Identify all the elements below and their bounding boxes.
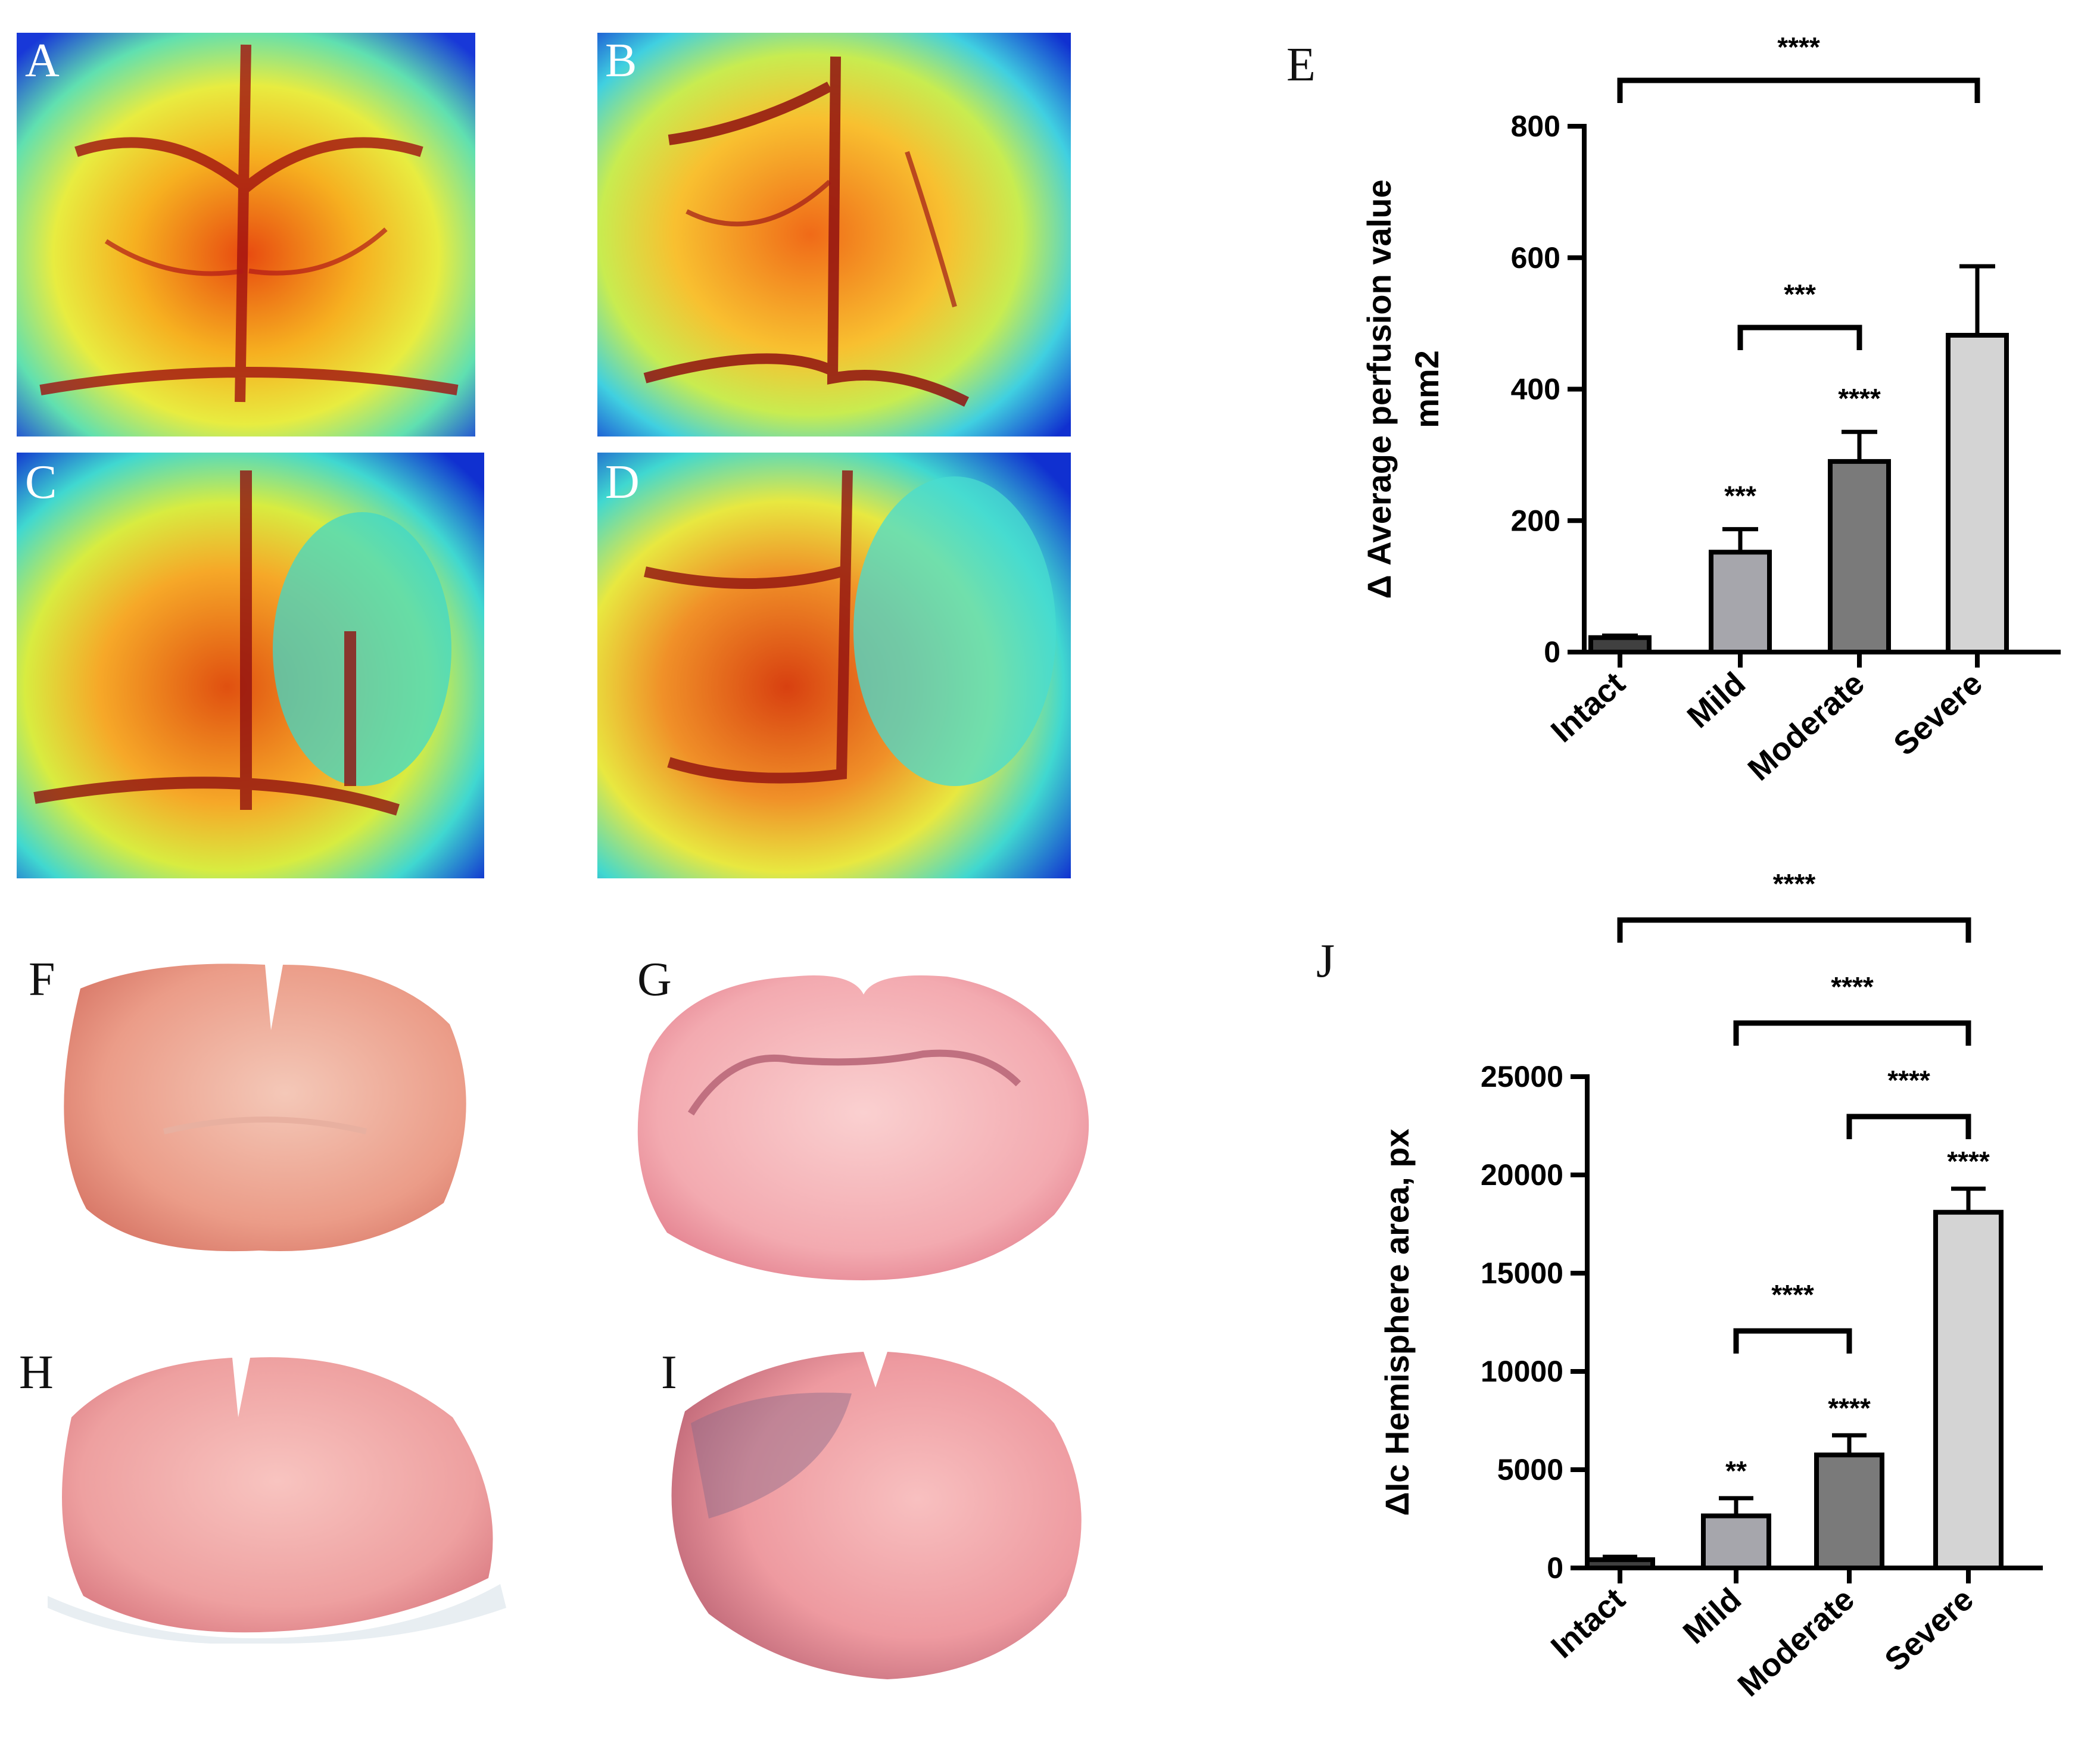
chart-e-ytick-label: 0 bbox=[1544, 635, 1560, 669]
brain-slice-h bbox=[48, 1357, 506, 1644]
chart-e-category-label: Intact bbox=[1544, 665, 1632, 749]
chart-j-bar-annotation: **** bbox=[1947, 1146, 1990, 1177]
chart-e-ylabel: Δ Average perfusion value bbox=[1360, 179, 1398, 598]
chart-j-comparison-bracket bbox=[1733, 1020, 1971, 1046]
chart-j-comparison-label: **** bbox=[1773, 868, 1816, 899]
chart-e-category-label: Severe bbox=[1887, 665, 1989, 762]
chart-e-category-label: Mild bbox=[1681, 665, 1752, 735]
chart-j: 0 5000 10000 15000 20000 25000 Intact ** Mild ***… bbox=[1378, 868, 2043, 1704]
chart-e-ylabel-2: mm2 bbox=[1408, 350, 1445, 428]
chart-j-bar-annotation: **** bbox=[1828, 1392, 1871, 1423]
panel-label-a: A bbox=[25, 35, 60, 87]
chart-j-comparison-label: **** bbox=[1831, 971, 1874, 1002]
chart-j-comparison-bracket bbox=[1733, 1328, 1852, 1354]
chart-j-bar-annotation: ** bbox=[1725, 1455, 1747, 1486]
panel-label-b: B bbox=[605, 35, 637, 87]
chart-j-category-label: Mild bbox=[1677, 1581, 1748, 1651]
chart-e-ytick-label: 400 bbox=[1511, 373, 1560, 406]
panel-label-j: J bbox=[1316, 935, 1335, 987]
chart-j-ytick-label: 15000 bbox=[1481, 1257, 1563, 1290]
panel-label-h: H bbox=[19, 1346, 54, 1399]
chart-e: 0 200 400 600 800 Intact *** Mild **** Moderate Se… bbox=[1360, 32, 2061, 788]
chart-j-comparison-bracket bbox=[1617, 917, 1971, 943]
chart-j-ytick-label: 20000 bbox=[1481, 1158, 1563, 1192]
chart-e-bar-moderate bbox=[1828, 459, 1891, 654]
brain-slice-g bbox=[637, 975, 1089, 1280]
chart-j-bar-mild bbox=[1701, 1513, 1771, 1571]
chart-e-ytick-label: 600 bbox=[1511, 241, 1560, 275]
chart-e-bar-mild bbox=[1709, 550, 1772, 654]
perfusion-map-a bbox=[17, 33, 475, 436]
chart-j-bar-severe bbox=[1933, 1209, 2004, 1570]
chart-j-category-label: Intact bbox=[1544, 1581, 1632, 1665]
chart-j-comparison-label: **** bbox=[1887, 1065, 1930, 1096]
panel-label-d: D bbox=[605, 456, 640, 509]
chart-e-bar-annotation: *** bbox=[1724, 481, 1756, 512]
panel-label-i: I bbox=[661, 1346, 677, 1399]
chart-j-ytick-label: 10000 bbox=[1481, 1355, 1563, 1388]
chart-e-ytick-label: 800 bbox=[1511, 110, 1560, 143]
chart-j-category-label: Severe bbox=[1878, 1581, 1980, 1678]
perfusion-map-d bbox=[597, 453, 1071, 878]
brain-slice-f bbox=[64, 964, 466, 1252]
chart-j-ytick-label: 0 bbox=[1547, 1551, 1563, 1585]
chart-e-bar-annotation: **** bbox=[1838, 383, 1881, 414]
chart-e-comparison-label: *** bbox=[1784, 279, 1816, 310]
perfusion-map-c bbox=[17, 453, 484, 878]
chart-j-comparison-label: **** bbox=[1771, 1279, 1814, 1310]
panel-label-e: E bbox=[1286, 39, 1316, 91]
panel-label-f: F bbox=[29, 953, 55, 1006]
chart-e-comparison-label: **** bbox=[1777, 32, 1820, 63]
perfusion-map-b bbox=[597, 33, 1071, 436]
panel-label-g: G bbox=[637, 953, 672, 1006]
chart-j-ylabel: ΔIc Hemisphere area, px bbox=[1378, 1128, 1416, 1516]
chart-j-bar-moderate bbox=[1814, 1452, 1884, 1570]
chart-j-category-label: Moderate bbox=[1731, 1581, 1861, 1703]
chart-e-comparison-bracket bbox=[1737, 325, 1862, 350]
chart-e-ytick-label: 200 bbox=[1511, 504, 1560, 537]
chart-j-ytick-label: 25000 bbox=[1481, 1060, 1563, 1093]
brain-slice-i bbox=[671, 1352, 1082, 1679]
chart-e-category-label: Moderate bbox=[1741, 665, 1871, 787]
chart-j-bar-intact bbox=[1585, 1557, 1655, 1570]
chart-e-bar-severe bbox=[1946, 332, 2009, 654]
chart-j-comparison-bracket bbox=[1846, 1114, 1971, 1139]
chart-j-ytick-label: 5000 bbox=[1497, 1453, 1563, 1486]
chart-e-comparison-bracket bbox=[1617, 77, 1980, 103]
panel-label-c: C bbox=[25, 456, 57, 509]
chart-e-bar-intact bbox=[1588, 635, 1652, 655]
